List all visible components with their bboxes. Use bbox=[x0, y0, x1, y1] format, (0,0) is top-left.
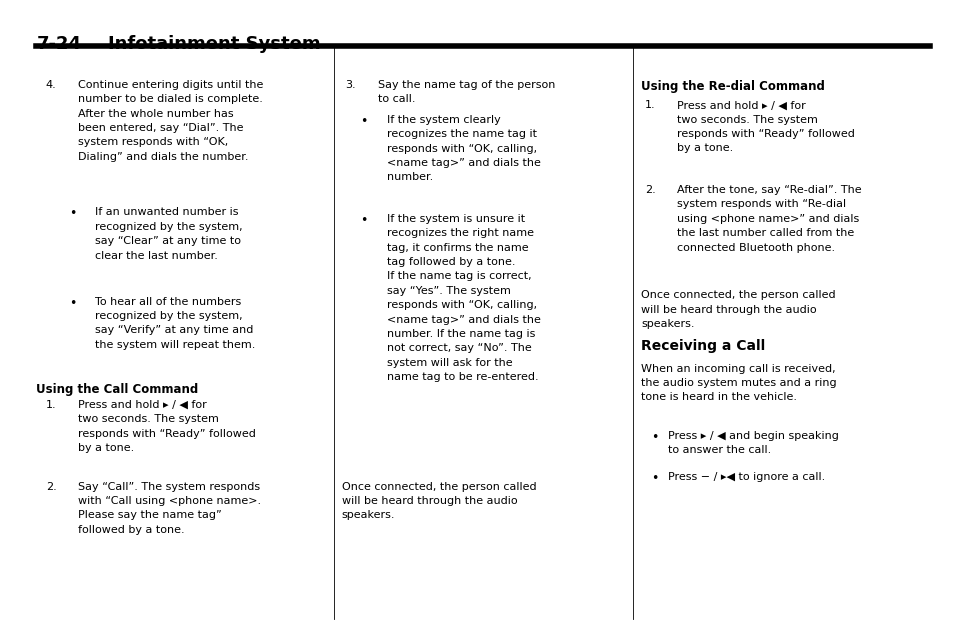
Text: Press ▸ / ◀ and begin speaking
to answer the call.: Press ▸ / ◀ and begin speaking to answer… bbox=[667, 431, 838, 455]
Text: When an incoming call is received,
the audio system mutes and a ring
tone is hea: When an incoming call is received, the a… bbox=[640, 364, 836, 403]
Text: Press and hold ▸ / ◀ for
two seconds. The system
responds with “Ready” followed
: Press and hold ▸ / ◀ for two seconds. Th… bbox=[677, 100, 854, 153]
Text: Once connected, the person called
will be heard through the audio
speakers.: Once connected, the person called will b… bbox=[640, 290, 835, 329]
Text: Using the Re-dial Command: Using the Re-dial Command bbox=[640, 80, 824, 93]
Text: 3.: 3. bbox=[345, 80, 355, 90]
Text: If an unwanted number is
recognized by the system,
say “Clear” at any time to
cl: If an unwanted number is recognized by t… bbox=[95, 207, 243, 260]
Text: Press and hold ▸ / ◀ for
two seconds. The system
responds with “Ready” followed
: Press and hold ▸ / ◀ for two seconds. Th… bbox=[78, 400, 255, 453]
Text: 1.: 1. bbox=[46, 400, 56, 410]
Text: 7-24: 7-24 bbox=[36, 35, 81, 53]
Text: Once connected, the person called
will be heard through the audio
speakers.: Once connected, the person called will b… bbox=[341, 482, 536, 521]
Text: To hear all of the numbers
recognized by the system,
say “Verify” at any time an: To hear all of the numbers recognized by… bbox=[95, 297, 255, 350]
Text: If the system is unsure it
recognizes the right name
tag, it confirms the name
t: If the system is unsure it recognizes th… bbox=[387, 214, 540, 382]
Text: •: • bbox=[651, 472, 659, 485]
Text: •: • bbox=[360, 214, 368, 226]
Text: 4.: 4. bbox=[46, 80, 56, 90]
Text: •: • bbox=[69, 207, 76, 220]
Text: 2.: 2. bbox=[46, 482, 56, 492]
Text: Say “Call”. The system responds
with “Call using <phone name>.
Please say the na: Say “Call”. The system responds with “Ca… bbox=[78, 482, 261, 535]
Text: Infotainment System: Infotainment System bbox=[108, 35, 320, 53]
Text: 2.: 2. bbox=[644, 185, 655, 195]
Text: Using the Call Command: Using the Call Command bbox=[36, 383, 198, 396]
Text: After the tone, say “Re-dial”. The
system responds with “Re-dial
using <phone na: After the tone, say “Re-dial”. The syste… bbox=[677, 185, 862, 253]
Text: Receiving a Call: Receiving a Call bbox=[640, 339, 764, 353]
Text: •: • bbox=[69, 297, 76, 309]
Text: •: • bbox=[651, 431, 659, 443]
Text: •: • bbox=[360, 115, 368, 128]
Text: Continue entering digits until the
number to be dialed is complete.
After the wh: Continue entering digits until the numbe… bbox=[78, 80, 263, 162]
Text: 1.: 1. bbox=[644, 100, 655, 110]
Text: Say the name tag of the person
to call.: Say the name tag of the person to call. bbox=[377, 80, 555, 104]
Text: If the system clearly
recognizes the name tag it
responds with “OK, calling,
<na: If the system clearly recognizes the nam… bbox=[387, 115, 540, 182]
Text: Press − / ▸◀ to ignore a call.: Press − / ▸◀ to ignore a call. bbox=[667, 472, 824, 482]
